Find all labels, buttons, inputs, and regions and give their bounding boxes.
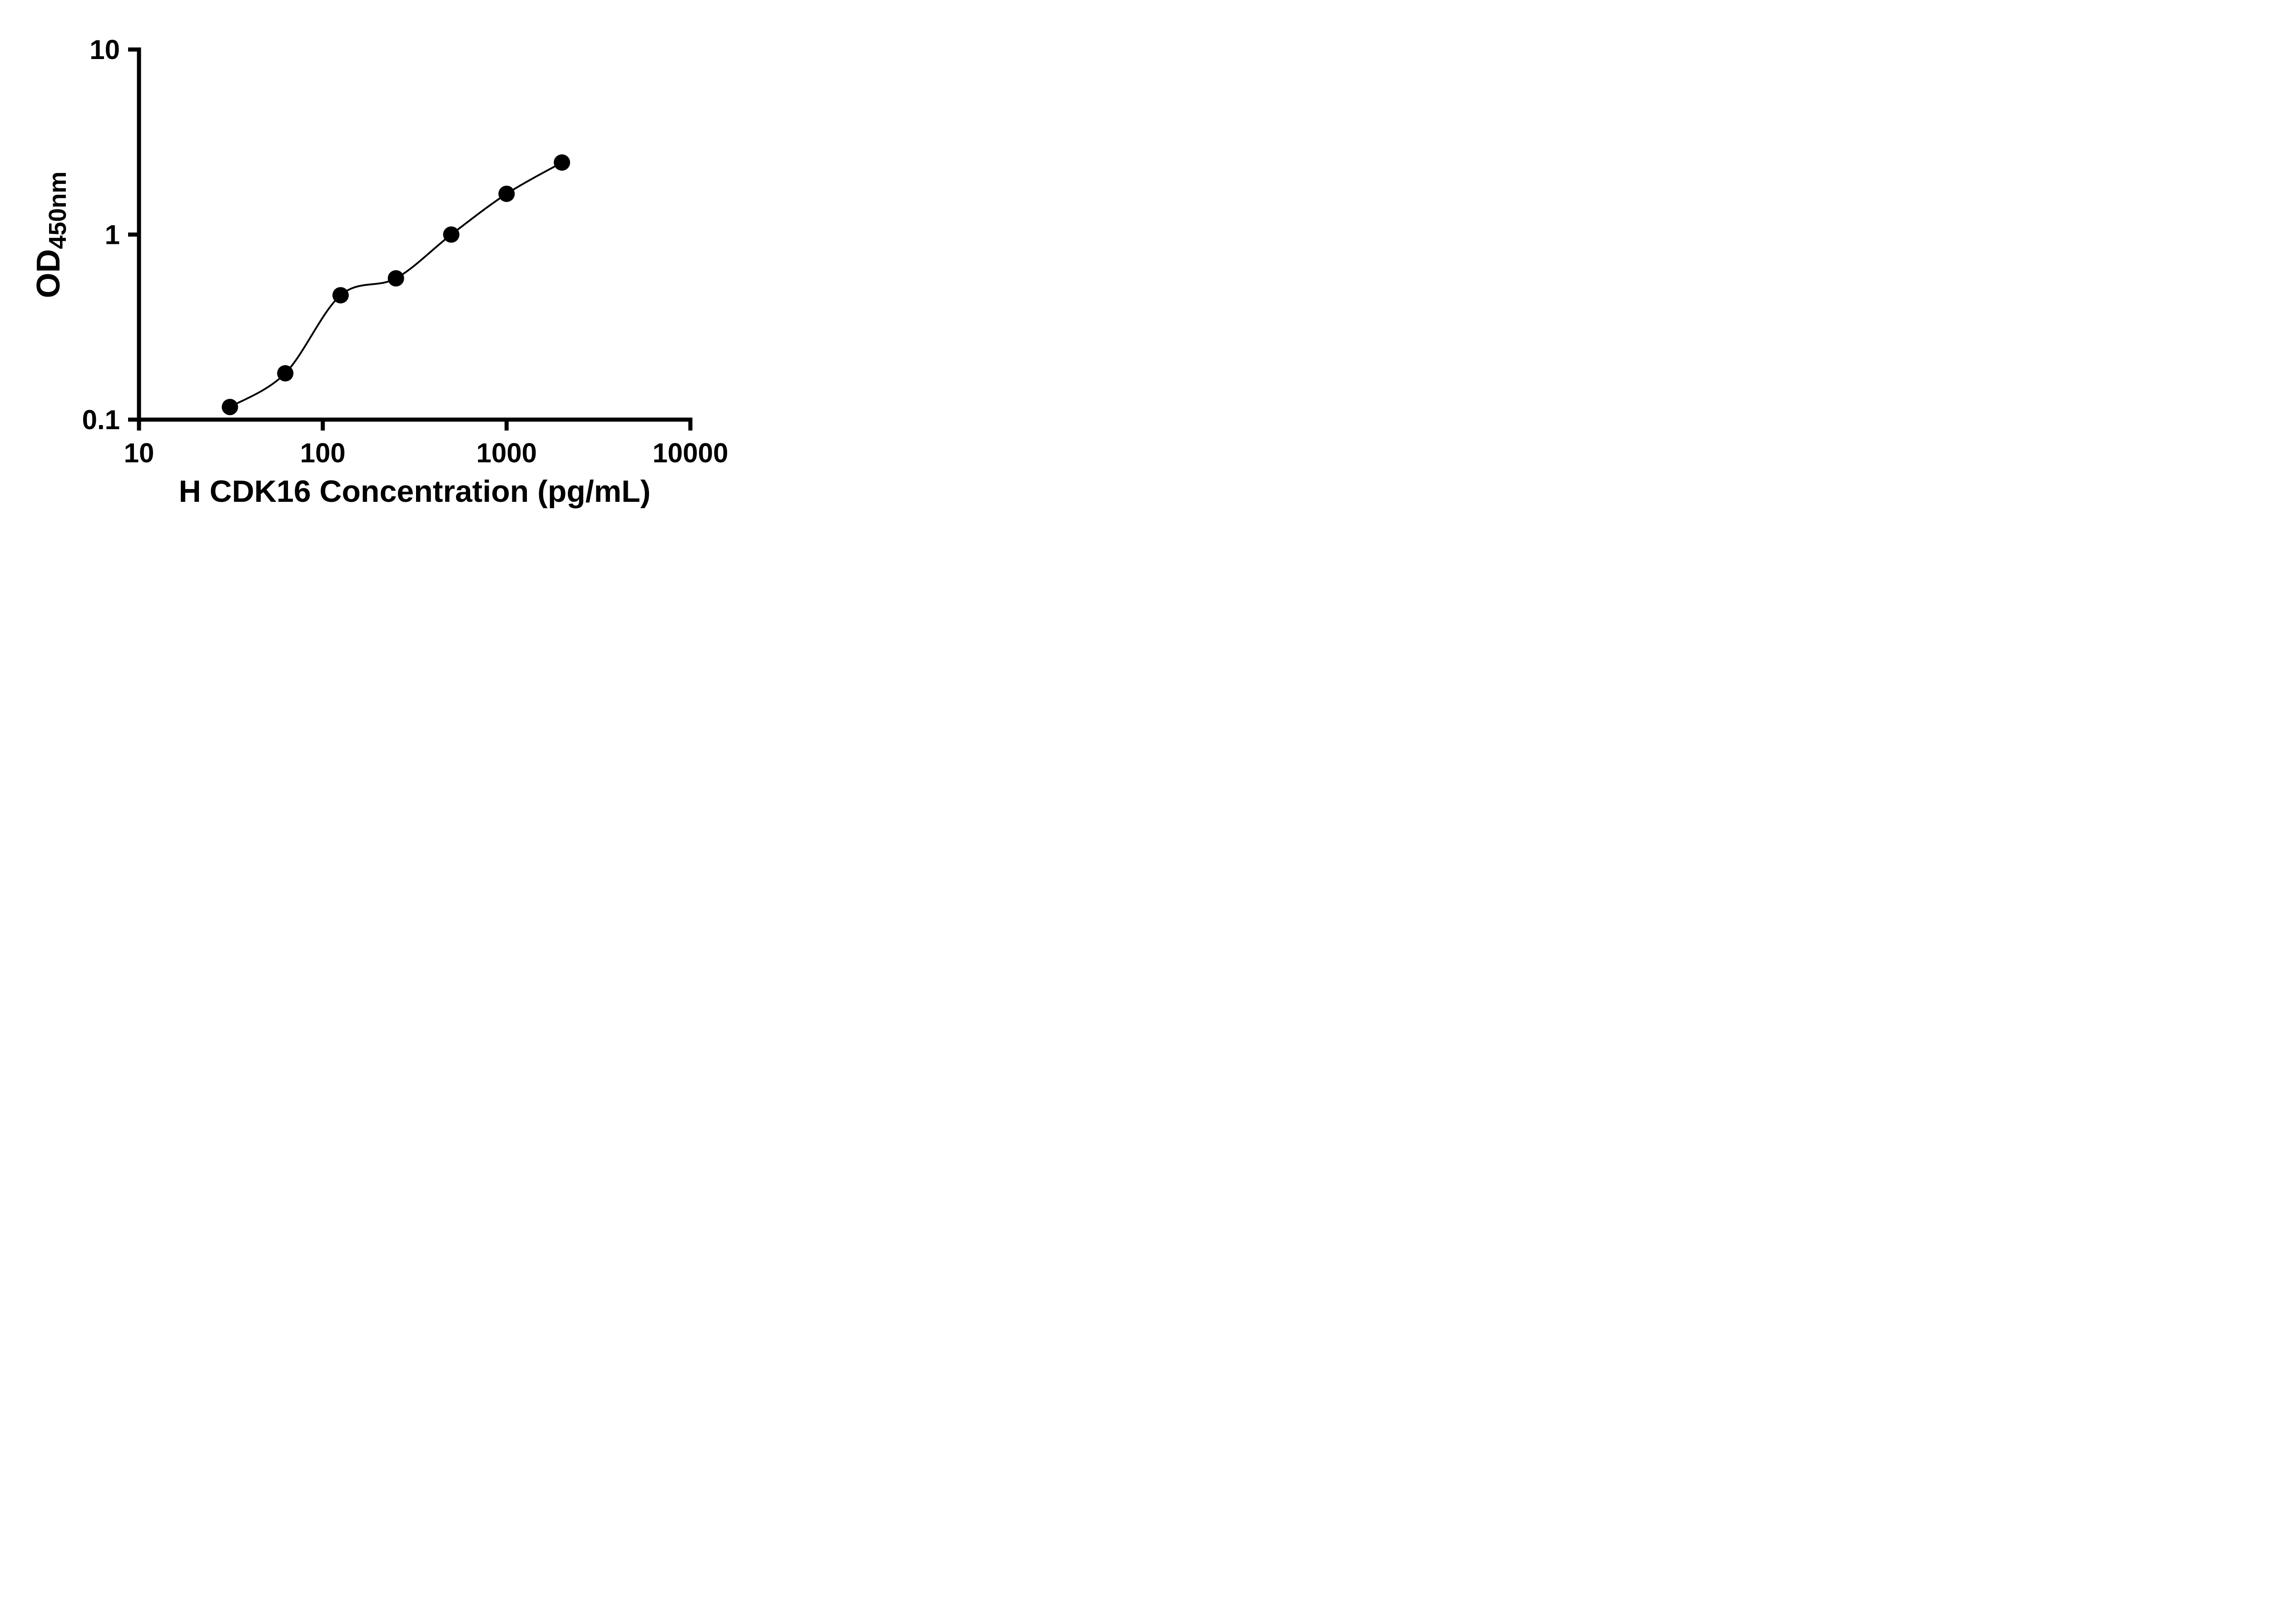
tick-labels: 10 100 1000 10000 0.1 1 10 xyxy=(82,35,729,468)
data-point-marker xyxy=(387,270,404,287)
y-axis-title: OD450nm xyxy=(30,171,71,298)
y-tick-label: 10 xyxy=(89,35,120,65)
data-point-marker xyxy=(443,226,460,243)
data-points xyxy=(222,154,570,416)
data-point-marker xyxy=(222,399,238,416)
data-point-marker xyxy=(277,365,294,381)
chart-page: 10 100 1000 10000 0.1 1 10 H CDK16 Concentrati… xyxy=(0,0,768,541)
axes xyxy=(137,47,693,422)
x-tick-label: 1000 xyxy=(476,438,537,468)
y-tick-label: 0.1 xyxy=(82,405,120,435)
x-tick-label: 10000 xyxy=(653,438,729,468)
y-axis-title-main: OD xyxy=(30,249,67,298)
y-axis-title-subscript: 450nm xyxy=(44,171,71,249)
x-axis-title: H CDK16 Concentration (pg/mL) xyxy=(179,474,651,509)
chart-canvas: 10 100 1000 10000 0.1 1 10 H CDK16 Concentrati… xyxy=(30,35,729,509)
axis-ticks xyxy=(128,47,693,431)
elisa-standard-curve-figure: 10 100 1000 10000 0.1 1 10 H CDK16 Concentrati… xyxy=(0,0,768,541)
y-tick-label: 1 xyxy=(105,220,120,250)
x-tick-label: 100 xyxy=(300,438,346,468)
data-point-marker xyxy=(554,154,570,171)
data-point-marker xyxy=(332,287,349,304)
data-point-marker xyxy=(498,185,515,202)
x-tick-label: 10 xyxy=(124,438,154,468)
